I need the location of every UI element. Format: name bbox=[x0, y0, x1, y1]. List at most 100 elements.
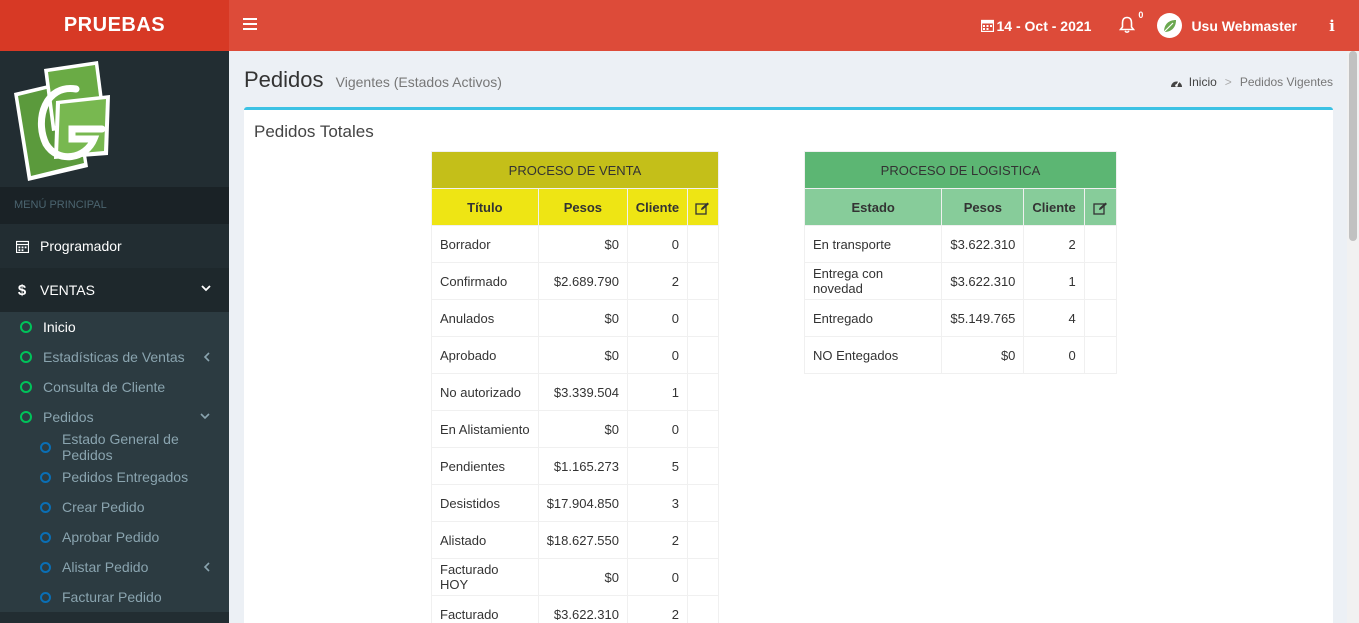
sidebar-item-aprobar-pedido[interactable]: Aprobar Pedido bbox=[0, 522, 229, 552]
edit-column-header[interactable] bbox=[1083, 188, 1118, 226]
calendar-icon bbox=[980, 19, 994, 32]
row-label: En Alistamiento bbox=[431, 410, 539, 448]
row-pesos: $0 bbox=[537, 558, 629, 596]
circle-icon bbox=[20, 321, 32, 333]
row-action-cell[interactable] bbox=[1083, 262, 1118, 300]
sidebar-item-programador[interactable]: Programador bbox=[0, 224, 229, 268]
sidebar-item-alistar-pedido[interactable]: Alistar Pedido bbox=[0, 552, 229, 582]
sidebar-item-pedidos-entregados[interactable]: Pedidos Entregados bbox=[0, 462, 229, 492]
row-pesos: $18.627.550 bbox=[537, 521, 629, 559]
dashboard-icon bbox=[1170, 80, 1182, 87]
sidebar-item-crear-pedido[interactable]: Crear Pedido bbox=[0, 492, 229, 522]
circle-icon bbox=[40, 471, 51, 483]
row-label: Borrador bbox=[431, 225, 539, 263]
sidebar-item-ventas[interactable]: $ VENTAS bbox=[0, 268, 229, 312]
row-label: NO Entegados bbox=[803, 336, 943, 374]
breadcrumb-separator: > bbox=[1224, 75, 1232, 89]
row-action-cell[interactable] bbox=[686, 521, 720, 559]
venta-table: PROCESO DE VENTA Título Pesos Cliente Bo… bbox=[431, 151, 720, 623]
sidebar-item-pedidos[interactable]: Pedidos bbox=[0, 402, 229, 432]
row-action-cell[interactable] bbox=[686, 299, 720, 337]
row-action-cell[interactable] bbox=[686, 225, 720, 263]
sidebar-item-consulta-cliente[interactable]: Consulta de Cliente bbox=[0, 372, 229, 402]
breadcrumb-home[interactable]: Inicio bbox=[1188, 75, 1217, 89]
column-header: Cliente bbox=[627, 188, 688, 226]
logistica-table: PROCESO DE LOGISTICA Estado Pesos Client… bbox=[803, 151, 1118, 374]
circle-icon bbox=[40, 531, 51, 543]
chevron-down-icon bbox=[201, 285, 211, 292]
content-header: Pedidos Vigentes (Estados Activos) Inici… bbox=[229, 51, 1347, 107]
sidebar-item-label: Pedidos Entregados bbox=[62, 469, 189, 485]
notifications-button[interactable]: 0 bbox=[1119, 10, 1143, 36]
edit-column-header[interactable] bbox=[686, 188, 720, 226]
page-title: Pedidos Vigentes (Estados Activos) bbox=[244, 67, 502, 93]
sidebar: MENÚ PRINCIPAL Programador $ VENTAS Inic… bbox=[0, 51, 229, 623]
circle-icon bbox=[20, 411, 32, 423]
breadcrumb: Inicio > Pedidos Vigentes bbox=[1170, 75, 1333, 89]
row-cliente: 5 bbox=[627, 447, 688, 485]
logistica-group-header: PROCESO DE LOGISTICA bbox=[804, 151, 1117, 189]
info-button[interactable]: i bbox=[1329, 16, 1335, 35]
pedidos-totales-box: Pedidos Totales PROCESO DE VENTA Título … bbox=[244, 107, 1333, 623]
table-row: Borrador $0 0 bbox=[431, 225, 720, 263]
row-pesos: $3.622.310 bbox=[941, 262, 1025, 300]
page-title-text: Pedidos bbox=[244, 67, 324, 92]
row-action-cell[interactable] bbox=[686, 336, 720, 374]
column-header: Pesos bbox=[537, 188, 629, 226]
row-pesos: $0 bbox=[537, 336, 629, 374]
row-pesos: $17.904.850 bbox=[537, 484, 629, 522]
row-action-cell[interactable] bbox=[686, 447, 720, 485]
row-action-cell[interactable] bbox=[686, 373, 720, 411]
table-row: Aprobado $0 0 bbox=[431, 336, 720, 374]
sidebar-item-label: Programador bbox=[40, 238, 122, 254]
sidebar-item-estado-general[interactable]: Estado General de Pedidos bbox=[0, 431, 229, 463]
row-action-cell[interactable] bbox=[1083, 336, 1118, 374]
row-label: Desistidos bbox=[431, 484, 539, 522]
app-logo[interactable]: PRUEBAS bbox=[0, 0, 229, 51]
circle-icon bbox=[40, 501, 51, 513]
sidebar-item-label: Alistar Pedido bbox=[62, 559, 149, 575]
sidebar-item-facturar-pedido[interactable]: Facturar Pedido bbox=[0, 582, 229, 612]
row-action-cell[interactable] bbox=[686, 262, 720, 300]
company-logo-icon bbox=[14, 61, 110, 181]
dollar-icon: $ bbox=[17, 281, 27, 299]
row-action-cell[interactable] bbox=[686, 484, 720, 522]
sidebar-item-label: Aprobar Pedido bbox=[62, 529, 160, 545]
row-label: Pendientes bbox=[431, 447, 539, 485]
scrollbar-thumb[interactable] bbox=[1349, 51, 1357, 241]
user-menu[interactable]: Usu Webmaster bbox=[1157, 13, 1297, 38]
row-action-cell[interactable] bbox=[1083, 225, 1118, 263]
row-action-cell[interactable] bbox=[686, 410, 720, 448]
sidebar-toggle-icon[interactable] bbox=[243, 18, 257, 32]
row-pesos: $3.339.504 bbox=[537, 373, 629, 411]
row-cliente: 0 bbox=[627, 336, 688, 374]
table-row: En Alistamiento $0 0 bbox=[431, 410, 720, 448]
sidebar-item-label: Estadísticas de Ventas bbox=[43, 349, 185, 365]
venta-group-header: PROCESO DE VENTA bbox=[431, 151, 719, 189]
row-action-cell[interactable] bbox=[1083, 299, 1118, 337]
circle-icon bbox=[20, 381, 32, 393]
table-row: Anulados $0 0 bbox=[431, 299, 720, 337]
row-cliente: 0 bbox=[627, 225, 688, 263]
sidebar-item-inicio[interactable]: Inicio bbox=[0, 312, 229, 342]
column-header: Pesos bbox=[941, 188, 1025, 226]
menu-header: MENÚ PRINCIPAL bbox=[0, 187, 229, 224]
row-label: Anulados bbox=[431, 299, 539, 337]
sidebar-item-label: Crear Pedido bbox=[62, 499, 145, 515]
table-row: Pendientes $1.165.273 5 bbox=[431, 447, 720, 485]
row-label: Aprobado bbox=[431, 336, 539, 374]
sidebar-item-estadisticas[interactable]: Estadísticas de Ventas bbox=[0, 342, 229, 372]
page-scrollbar[interactable] bbox=[1347, 51, 1359, 623]
row-cliente: 0 bbox=[627, 410, 688, 448]
table-row: Confirmado $2.689.790 2 bbox=[431, 262, 720, 300]
row-cliente: 1 bbox=[1023, 262, 1085, 300]
row-action-cell[interactable] bbox=[686, 558, 720, 596]
sidebar-item-label: Consulta de Cliente bbox=[43, 379, 166, 395]
row-action-cell[interactable] bbox=[686, 595, 720, 623]
ventas-submenu: Inicio Estadísticas de Ventas Consulta d… bbox=[0, 312, 229, 612]
row-cliente: 2 bbox=[1023, 225, 1085, 263]
sidebar-item-label: Pedidos bbox=[43, 409, 94, 425]
chevron-left-icon bbox=[203, 562, 210, 572]
row-pesos: $3.622.310 bbox=[537, 595, 629, 623]
row-cliente: 4 bbox=[1023, 299, 1085, 337]
